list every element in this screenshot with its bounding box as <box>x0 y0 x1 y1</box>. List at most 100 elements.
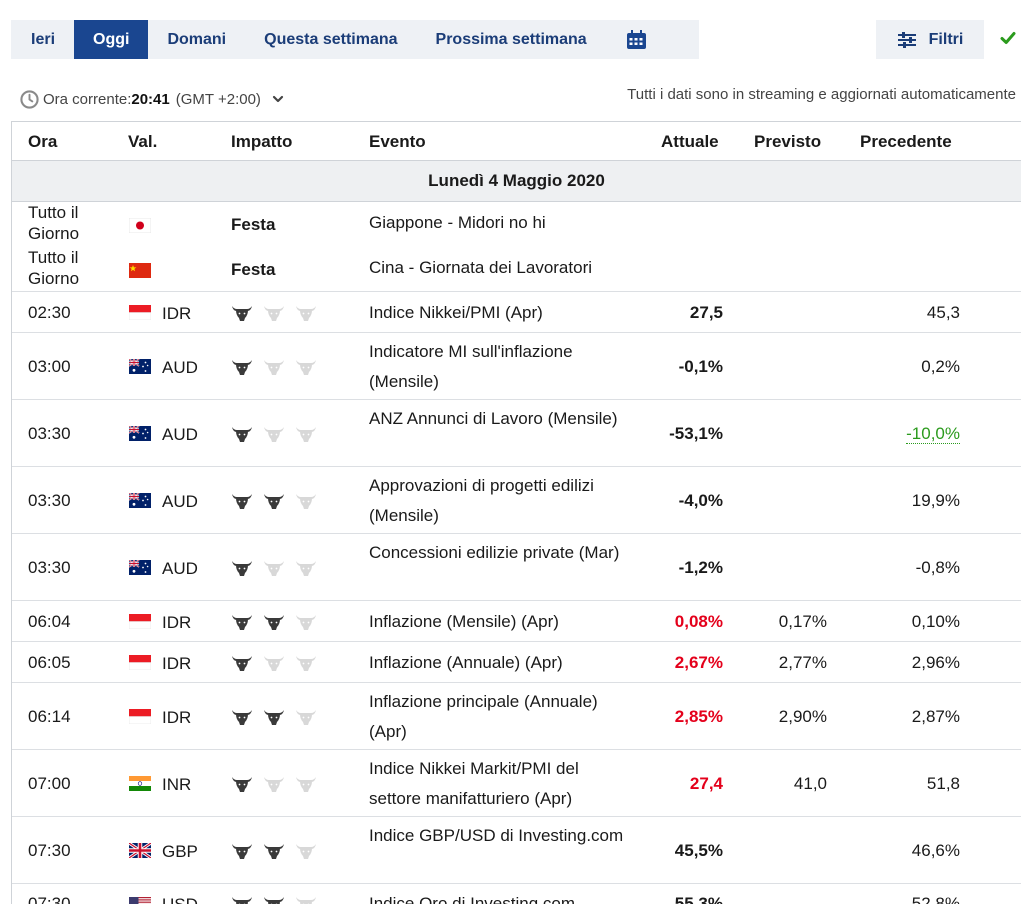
event-name[interactable]: ANZ Annunci di Lavoro (Mensile) <box>369 409 618 428</box>
holiday-label: Festa <box>231 215 276 234</box>
date-header: Lunedì 4 Maggio 2020 <box>428 171 605 190</box>
holiday-label: Festa <box>231 260 276 279</box>
current-time-value: 20:41 <box>131 90 170 108</box>
event-time: 06:04 <box>28 612 71 631</box>
table-row[interactable]: Tutto il Giorno Festa Giappone - Midori no… <box>12 202 1021 247</box>
table-row[interactable]: 03:30 AUD Concessioni edilizie private (Ma… <box>12 534 1021 601</box>
event-name[interactable]: Inflazione (Mensile) (Apr) <box>369 612 559 631</box>
indonesia-flag <box>128 614 152 630</box>
bull-icon <box>232 710 252 725</box>
bull-icon <box>232 615 252 630</box>
event-name[interactable]: Indicatore MI sull'inflazione (Mensile) <box>369 342 573 391</box>
check-icon <box>1000 32 1016 44</box>
australia-flag <box>128 425 151 441</box>
revised-previous-value[interactable]: -10,0% <box>906 424 960 444</box>
event-forecast: 41,0 <box>793 774 827 793</box>
table-row[interactable]: 07:00 INR Indice Nikkei Markit/PMI del set… <box>12 750 1021 817</box>
bull-icon <box>232 897 252 904</box>
tab-ieri[interactable]: Ieri <box>31 30 56 48</box>
filters-button[interactable]: Filtri <box>876 20 984 59</box>
australia-flag <box>128 358 151 374</box>
event-forecast: 2,90% <box>778 707 827 726</box>
bull-icon <box>264 306 284 321</box>
filters-label: Filtri <box>928 30 964 48</box>
impact-rating <box>231 654 317 672</box>
event-previous: -0,8% <box>915 558 960 577</box>
tab-prossima-settimana[interactable]: Prossima settimana <box>435 30 587 48</box>
current-time-label: Ora corrente: <box>43 90 132 108</box>
column-header-precedente: Precedente <box>860 132 952 151</box>
bull-icon <box>232 494 252 509</box>
bull-icon <box>296 360 316 375</box>
event-previous: 0,2% <box>921 357 960 376</box>
bull-icon <box>296 710 316 725</box>
date-tab-bar: Ieri Oggi Domani Questa settimana Prossi… <box>11 20 699 59</box>
event-previous[interactable]: -10,0% <box>906 424 960 444</box>
event-name[interactable]: Inflazione (Annuale) (Apr) <box>369 653 563 672</box>
bull-icon <box>232 844 252 859</box>
impact-rating <box>231 559 317 577</box>
event-previous: 19,9% <box>911 491 960 510</box>
tab-domani[interactable]: Domani <box>167 30 227 48</box>
clock-icon <box>20 89 39 109</box>
australia-flag <box>128 492 151 508</box>
event-actual: -1,2% <box>678 558 723 577</box>
bull-icon <box>264 777 284 792</box>
table-row[interactable]: 06:05 IDR Inflazione (Annuale) (Apr) 2,67% 2… <box>12 642 1021 683</box>
table-row[interactable]: Tutto il Giorno Festa Cina - Giornata dei … <box>12 247 1021 292</box>
event-time: 02:30 <box>28 303 71 322</box>
event-time: 07:30 <box>28 894 71 904</box>
table-header: Ora Val. Impatto Evento Attuale Previsto… <box>12 122 1021 161</box>
table-row[interactable]: 07:30 USD Indice Oro di Investing.com 55,3%… <box>12 884 1021 904</box>
bull-icon <box>232 561 252 576</box>
event-name[interactable]: Indice Oro di Investing.com <box>369 894 575 904</box>
event-name[interactable]: Indice Nikkei/PMI (Apr) <box>369 303 543 322</box>
event-name[interactable]: Concessioni edilizie private (Mar) <box>369 543 620 562</box>
timezone-selector[interactable]: (GMT +2:00) <box>175 90 261 108</box>
tab-questa-settimana[interactable]: Questa settimana <box>264 30 398 48</box>
bull-icon <box>296 777 316 792</box>
event-name[interactable]: Approvazioni di progetti edilizi (Mensil… <box>369 476 594 525</box>
bull-icon <box>296 656 316 671</box>
event-previous: 0,10% <box>911 612 960 631</box>
table-row[interactable]: 06:04 IDR Inflazione (Mensile) (Apr) 0,08% 0… <box>12 601 1021 642</box>
event-time: Tutto il Giorno <box>28 248 80 288</box>
event-time: 07:00 <box>28 774 71 793</box>
indonesia-flag <box>128 709 152 725</box>
event-actual: 2,85% <box>674 707 723 726</box>
table-row[interactable]: 03:30 AUD ANZ Annunci di Lavoro (Mensile) -… <box>12 400 1021 467</box>
event-name[interactable]: Indice GBP/USD di Investing.com <box>369 826 624 845</box>
event-name[interactable]: Cina - Giornata dei Lavoratori <box>369 258 593 277</box>
event-name[interactable]: Giappone - Midori no hi <box>369 213 546 232</box>
indonesia-flag <box>128 305 152 321</box>
table-row[interactable]: 03:30 AUD Approvazioni di progetti edilizi… <box>12 467 1021 534</box>
column-header-impatto: Impatto <box>231 132 293 151</box>
bull-icon <box>296 844 316 859</box>
event-name[interactable]: Inflazione principale (Annuale) (Apr) <box>369 692 598 741</box>
table-row[interactable]: 03:00 AUD Indicatore MI sull'inflazione (M… <box>12 333 1021 400</box>
bull-icon <box>296 427 316 442</box>
event-currency: GBP <box>162 842 198 861</box>
column-header-attuale: Attuale <box>661 132 719 151</box>
australia-flag <box>128 559 151 575</box>
bull-icon <box>264 561 284 576</box>
tab-oggi[interactable]: Oggi <box>74 20 149 59</box>
event-actual: 0,08% <box>674 612 723 631</box>
event-previous: 45,3 <box>926 303 960 322</box>
event-currency: IDR <box>162 613 192 632</box>
event-actual: 27,4 <box>689 774 723 793</box>
impact-rating <box>231 358 317 376</box>
event-name[interactable]: Indice Nikkei Markit/PMI del settore man… <box>369 759 579 808</box>
date-header-row: Lunedì 4 Maggio 2020 <box>12 161 1021 202</box>
event-actual: 45,5% <box>674 841 723 860</box>
calendar-icon <box>626 29 646 49</box>
chevron-down-icon[interactable] <box>271 92 285 106</box>
event-actual: 27,5 <box>689 303 723 322</box>
table-row[interactable]: 07:30 GBP Indice GBP/USD di Investing.com 4… <box>12 817 1021 884</box>
calendar-button[interactable] <box>606 20 673 59</box>
event-previous: 52,8% <box>911 894 960 904</box>
table-row[interactable]: 02:30 IDR Indice Nikkei/PMI (Apr) 27,5 45,3 <box>12 292 1021 333</box>
event-time: Tutto il Giorno <box>28 203 80 243</box>
table-row[interactable]: 06:14 IDR Inflazione principale (Annuale) … <box>12 683 1021 750</box>
event-time: 03:30 <box>28 424 71 443</box>
